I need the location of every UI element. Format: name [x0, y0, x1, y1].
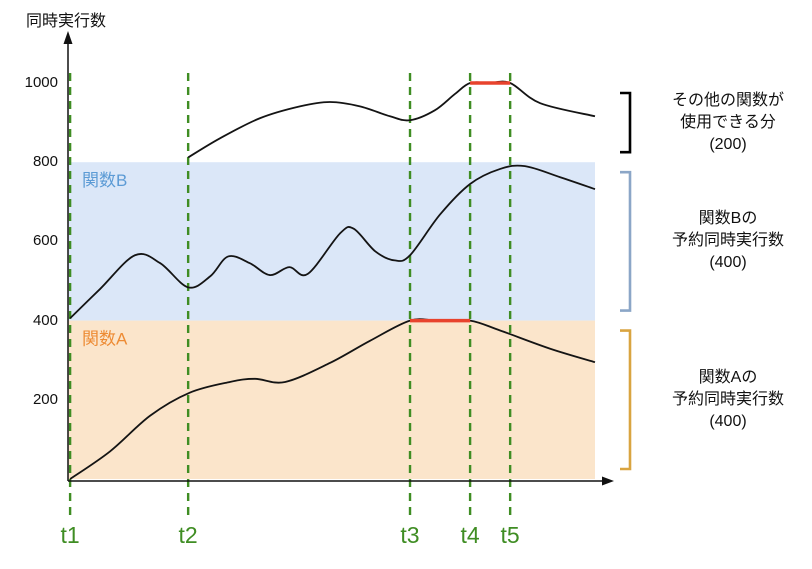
region-label: 関数A: [82, 330, 128, 349]
y-tick-800: 800: [32, 153, 58, 171]
annotation-line: 使用できる分: [680, 113, 776, 131]
annotation-line: その他の関数が: [671, 91, 784, 109]
annotation-bracket-icon: [620, 91, 632, 154]
y-tick-1000: 1000: [24, 74, 58, 91]
curve-usage-curve-function-b: [69, 164, 596, 319]
y-tick-600: 600: [32, 232, 58, 250]
annotation-line: 関数Bの: [698, 210, 758, 228]
annotation-bracket-icon: [620, 170, 632, 312]
x-tick-t5: t5: [500, 522, 520, 548]
y-axis-arrow-icon: [63, 31, 73, 44]
curve-usage-curve-other-functions: [187, 80, 596, 159]
annotation-function-b-reserved: 関数Bの 予約同時実行数 (400): [640, 208, 812, 274]
curve-usage-curve-function-a: [69, 318, 596, 480]
annotation-line: 関数Aの: [698, 368, 758, 386]
x-tick-t4: t4: [460, 522, 480, 548]
x-tick-t1: t1: [60, 522, 80, 548]
x-tick-t2: t2: [178, 522, 198, 548]
y-axis-title: 同時実行数: [26, 13, 107, 30]
reserved-band: [68, 320, 595, 479]
annotation-function-a-reserved: 関数Aの 予約同時実行数 (400): [640, 367, 812, 433]
x-axis-arrow-icon: [602, 476, 614, 486]
annotation-line: 予約同時実行数: [671, 390, 784, 408]
y-tick-200: 200: [32, 390, 58, 408]
y-tick-400: 400: [32, 311, 58, 329]
annotation-line: (400): [709, 254, 747, 272]
annotation-bracket-icon: [620, 329, 632, 471]
x-tick-t3: t3: [400, 522, 420, 548]
annotation-line: (200): [709, 135, 747, 153]
region-label: 関数B: [82, 171, 127, 190]
annotation-other-functions: その他の関数が 使用できる分 (200): [640, 90, 812, 156]
reserved-band: [68, 162, 595, 321]
annotation-line: 予約同時実行数: [671, 232, 784, 250]
annotation-line: (400): [709, 412, 747, 430]
